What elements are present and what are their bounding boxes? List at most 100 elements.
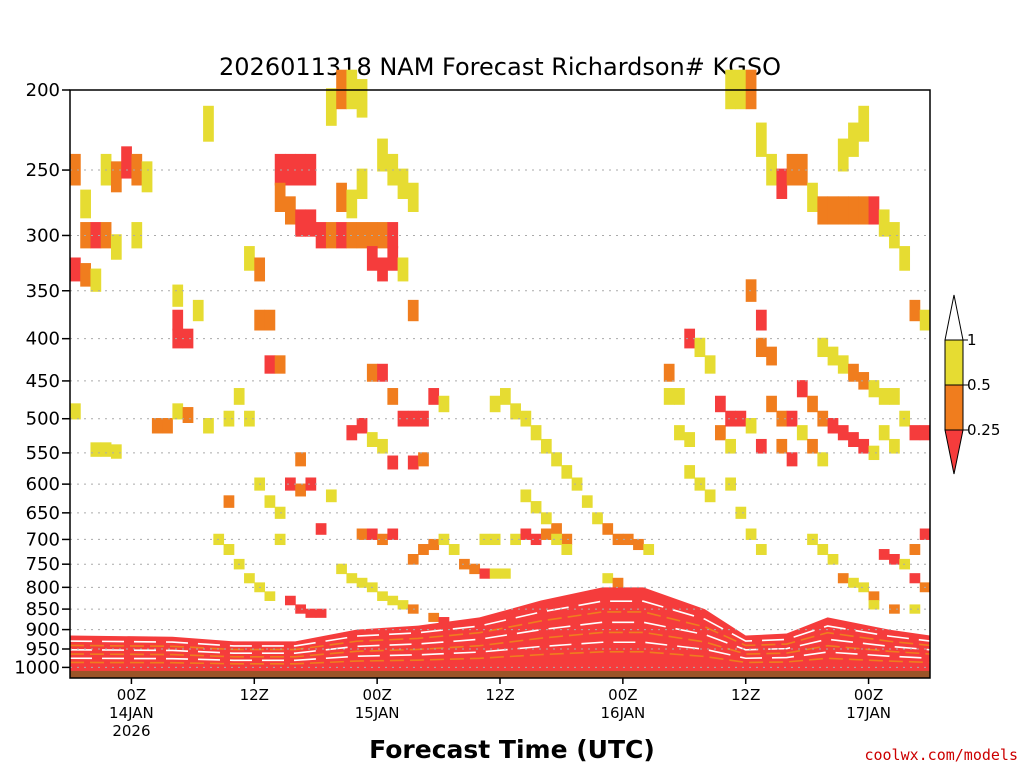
ri-cell: [356, 577, 368, 588]
ri-cell: [244, 573, 255, 584]
ri-cell: [80, 189, 91, 219]
ri-cell: [909, 544, 921, 555]
ri-cell: [233, 388, 245, 405]
ri-cell: [837, 196, 849, 225]
legend-label: 1: [967, 331, 977, 349]
band-streak: [69, 621, 931, 654]
y-tick-label: 650: [26, 503, 60, 524]
ri-cell: [131, 153, 143, 186]
ri-cell: [858, 438, 870, 454]
y-tick-label: 850: [26, 599, 60, 620]
ri-cell: [407, 182, 419, 212]
ri-cell: [172, 328, 184, 349]
ri-cell: [807, 395, 818, 413]
ri-cell: [602, 523, 614, 535]
y-tick-label: 500: [26, 409, 60, 430]
ri-cell: [807, 182, 818, 212]
ri-cell: [786, 452, 798, 467]
ri-cell: [817, 337, 829, 358]
y-axis: 200 250 300 350 400 450 500 550 600 650 700 7508008…: [14, 80, 70, 678]
ri-cell: [182, 328, 194, 349]
ri-cell: [766, 395, 777, 413]
ri-cell: [745, 528, 757, 540]
ri-cell: [254, 309, 266, 331]
ri-cell: [755, 544, 767, 555]
ri-cell: [868, 600, 880, 610]
ri-cell: [264, 591, 276, 601]
y-tick-label: 200: [26, 80, 60, 101]
ri-cell: [141, 161, 153, 193]
ri-cell: [295, 604, 306, 614]
ri-cell: [377, 438, 388, 454]
ri-cell: [285, 477, 296, 491]
ri-cell: [755, 122, 767, 157]
ri-cell: [295, 209, 306, 237]
ri-cell: [837, 573, 849, 584]
ri-cell: [356, 222, 368, 249]
ri-cell: [919, 528, 931, 540]
ri-cell: [827, 196, 839, 225]
ri-cell: [530, 501, 542, 514]
ri-cell: [551, 523, 562, 535]
y-tick-label: 450: [26, 371, 60, 392]
ri-cell: [397, 600, 409, 610]
ri-cell: [387, 455, 399, 470]
ri-cell: [561, 533, 573, 546]
ri-cell: [704, 355, 716, 374]
ri-cell: [244, 410, 255, 427]
ri-cell: [530, 533, 542, 546]
ri-cell: [182, 407, 194, 424]
ri-cell: [919, 425, 931, 441]
ri-cell: [264, 309, 276, 331]
ri-cell: [489, 533, 501, 546]
ri-cell: [305, 608, 317, 618]
ri-cell: [663, 363, 675, 382]
ri-cell: [110, 234, 122, 260]
ri-cell: [704, 489, 716, 503]
ri-cell: [192, 299, 204, 322]
ri-cell: [172, 403, 184, 420]
x-tick-label: 14JAN: [109, 704, 154, 722]
ri-cell: [817, 196, 829, 225]
ri-cell: [878, 388, 890, 405]
ri-cell: [315, 222, 327, 249]
ri-cell: [520, 528, 532, 540]
ri-cell: [674, 388, 685, 405]
ri-cell: [489, 568, 501, 579]
x-tick-label: 00Z: [117, 686, 146, 704]
y-tick-label: 550: [26, 443, 60, 464]
ri-cell: [285, 196, 296, 225]
x-axis-title: Forecast Time (UTC): [369, 735, 655, 764]
ri-cell: [407, 299, 419, 322]
ri-cell: [622, 533, 634, 546]
ri-cell: [868, 380, 880, 398]
legend-swatch-0.25-0.5: [944, 384, 964, 431]
y-tick-label: 900: [26, 620, 60, 641]
ri-cell: [889, 553, 900, 565]
ri-cell: [561, 544, 573, 555]
x-tick-label: 00Z: [362, 686, 391, 704]
ri-cell: [889, 604, 900, 614]
ri-cell: [520, 489, 532, 503]
ri-cell: [540, 438, 552, 454]
x-tick-label: 2026: [112, 722, 150, 740]
ri-cell: [387, 246, 399, 271]
legend-label: 0.5: [967, 376, 991, 394]
ri-cell: [336, 563, 347, 575]
ri-cell: [592, 512, 603, 525]
ri-cell: [684, 465, 696, 479]
ri-cell: [70, 257, 81, 282]
ri-cell: [817, 544, 829, 555]
ri-cell: [469, 563, 481, 575]
ri-cell: [100, 442, 112, 457]
legend-swatch-0-0.25: [944, 429, 964, 475]
y-tick-label: 1000: [14, 657, 60, 678]
ri-cell: [909, 425, 921, 441]
ri-cell: [70, 403, 81, 420]
credit-text: coolwx.com/models: [864, 746, 1018, 764]
ri-cell: [407, 553, 419, 565]
ri-cell: [540, 528, 552, 540]
ri-cell: [397, 257, 409, 282]
ri-cell: [540, 512, 552, 525]
ri-cell: [684, 432, 696, 447]
